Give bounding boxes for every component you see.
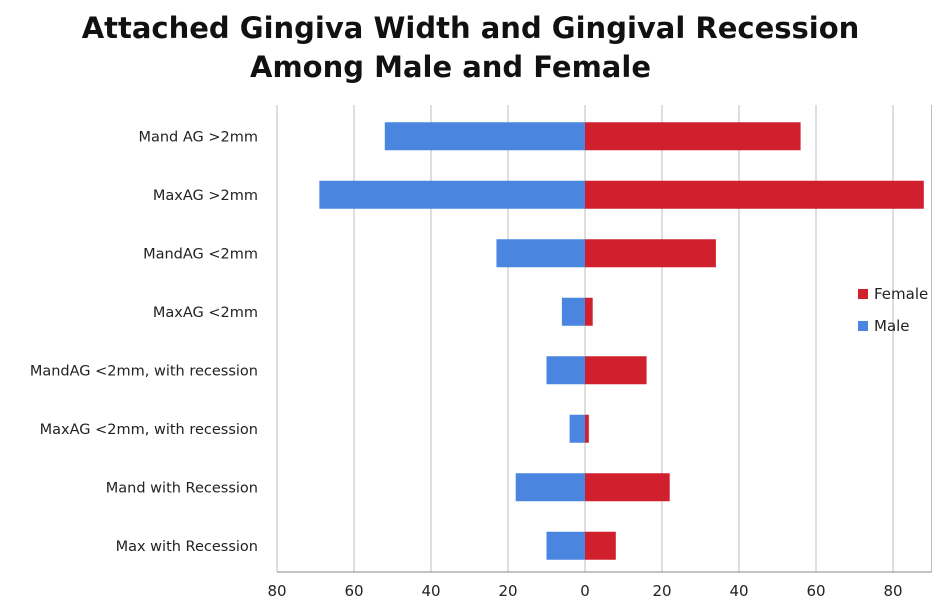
category-label: Mand AG >2mm [138, 129, 258, 145]
bar-male [319, 180, 585, 209]
bar-female [585, 531, 616, 560]
bar-male [561, 297, 585, 326]
x-tick-label: 80 [267, 582, 286, 600]
legend: Female Male [858, 284, 928, 348]
category-label: MaxAG <2mm [153, 305, 258, 321]
chart-title-line-2: Among Male and Female [250, 50, 651, 84]
bar-female [585, 180, 924, 209]
x-tick-label: 40 [729, 582, 748, 600]
bar-male [515, 473, 585, 502]
bar-male [569, 414, 585, 443]
legend-item-female: Female [858, 284, 928, 304]
x-tick-label: 80 [883, 582, 902, 600]
category-label: MaxAG >2mm [153, 188, 258, 204]
bar-female [585, 297, 593, 326]
x-tick-label: 20 [652, 582, 671, 600]
x-tick-label: 0 [580, 582, 590, 600]
bar-female [585, 239, 716, 268]
category-label: Mand with Recession [106, 480, 258, 496]
legend-swatch-female [858, 289, 868, 299]
legend-swatch-male [858, 321, 868, 331]
legend-item-male: Male [858, 316, 928, 336]
legend-label-male: Male [874, 317, 910, 335]
bar-male [496, 239, 585, 268]
bar-male [546, 356, 585, 385]
bar-female [585, 473, 670, 502]
bar-male [546, 531, 585, 560]
x-tick-label: 60 [806, 582, 825, 600]
category-label: MandAG <2mm, with recession [30, 363, 258, 379]
bar-male [384, 122, 585, 151]
category-label: Max with Recession [116, 539, 258, 555]
x-tick-label: 20 [498, 582, 517, 600]
category-label: MaxAG <2mm, with recession [40, 422, 258, 438]
x-tick-label: 40 [421, 582, 440, 600]
legend-label-female: Female [874, 285, 929, 303]
chart-title-line-1: Attached Gingiva Width and Gingival Rece… [81, 11, 860, 45]
x-tick-label: 60 [344, 582, 363, 600]
bar-female [585, 122, 801, 151]
category-label: MandAG <2mm [143, 246, 258, 262]
bar-female [585, 356, 647, 385]
bar-female [585, 414, 589, 443]
